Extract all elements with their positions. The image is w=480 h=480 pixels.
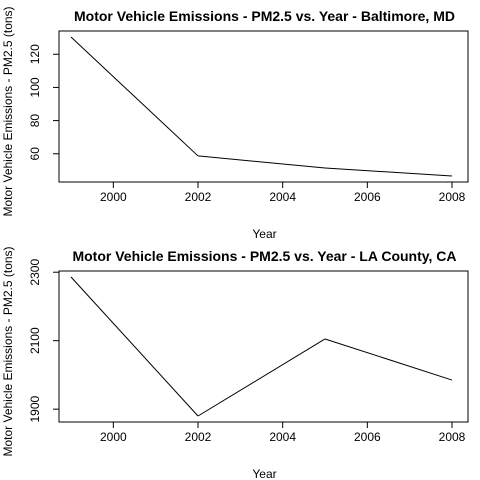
- x-tick-label: 2006: [354, 430, 381, 444]
- y-tick-label: 2300: [28, 259, 42, 286]
- series-line-segment: [70, 276, 199, 417]
- y-tick-label: 1900: [28, 395, 42, 422]
- chart-title: Motor Vehicle Emissions - PM2.5 vs. Year…: [72, 248, 456, 264]
- series-line-segment: [324, 167, 453, 177]
- chart-panel-baltimore: Motor Vehicle Emissions - PM2.5 vs. Year…: [1, 6, 469, 241]
- y-axis-label: Motor Vehicle Emissions - PM2.5 (tons): [1, 6, 15, 216]
- x-tick-label: 2008: [439, 190, 466, 204]
- chart-title: Motor Vehicle Emissions - PM2.5 vs. Year…: [74, 8, 455, 24]
- y-tick-label: 80: [28, 114, 42, 128]
- x-axis-label: Year: [252, 467, 276, 480]
- series-line-segment: [324, 338, 453, 381]
- x-tick-label: 2006: [354, 190, 381, 204]
- y-tick-label: 2100: [28, 327, 42, 354]
- y-axis-label: Motor Vehicle Emissions - PM2.5 (tons): [1, 246, 15, 456]
- plot-frame: [58, 270, 469, 423]
- x-tick-label: 2004: [269, 190, 296, 204]
- x-tick-label: 2000: [100, 430, 127, 444]
- x-tick-label: 2002: [185, 190, 212, 204]
- y-tick-label: 60: [28, 147, 42, 161]
- x-tick-label: 2002: [185, 430, 212, 444]
- plot-frame: [58, 30, 469, 183]
- series-line-segment: [197, 155, 326, 169]
- series-line-segment: [70, 36, 199, 157]
- x-axis-label: Year: [252, 227, 276, 241]
- series-line-segment: [197, 338, 326, 417]
- x-tick-label: 2008: [439, 430, 466, 444]
- y-tick-label: 120: [28, 44, 42, 64]
- y-tick-label: 100: [28, 77, 42, 97]
- chart-panel-la-county: Motor Vehicle Emissions - PM2.5 vs. Year…: [1, 246, 469, 480]
- x-tick-label: 2004: [269, 430, 296, 444]
- x-tick-label: 2000: [100, 190, 127, 204]
